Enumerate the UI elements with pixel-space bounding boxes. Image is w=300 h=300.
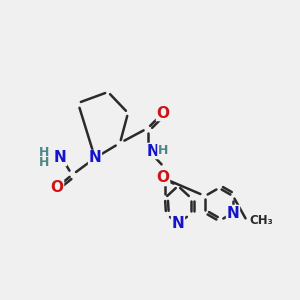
Text: O: O: [50, 179, 64, 194]
Text: N: N: [88, 151, 101, 166]
Text: O: O: [157, 170, 169, 185]
Text: O: O: [157, 106, 169, 121]
Text: N: N: [172, 215, 184, 230]
Text: N: N: [226, 206, 239, 220]
Text: N: N: [147, 143, 159, 158]
Text: H: H: [39, 146, 49, 158]
Text: H: H: [158, 145, 168, 158]
Text: H: H: [39, 157, 49, 169]
Text: N: N: [54, 151, 66, 166]
Text: CH₃: CH₃: [249, 214, 273, 227]
